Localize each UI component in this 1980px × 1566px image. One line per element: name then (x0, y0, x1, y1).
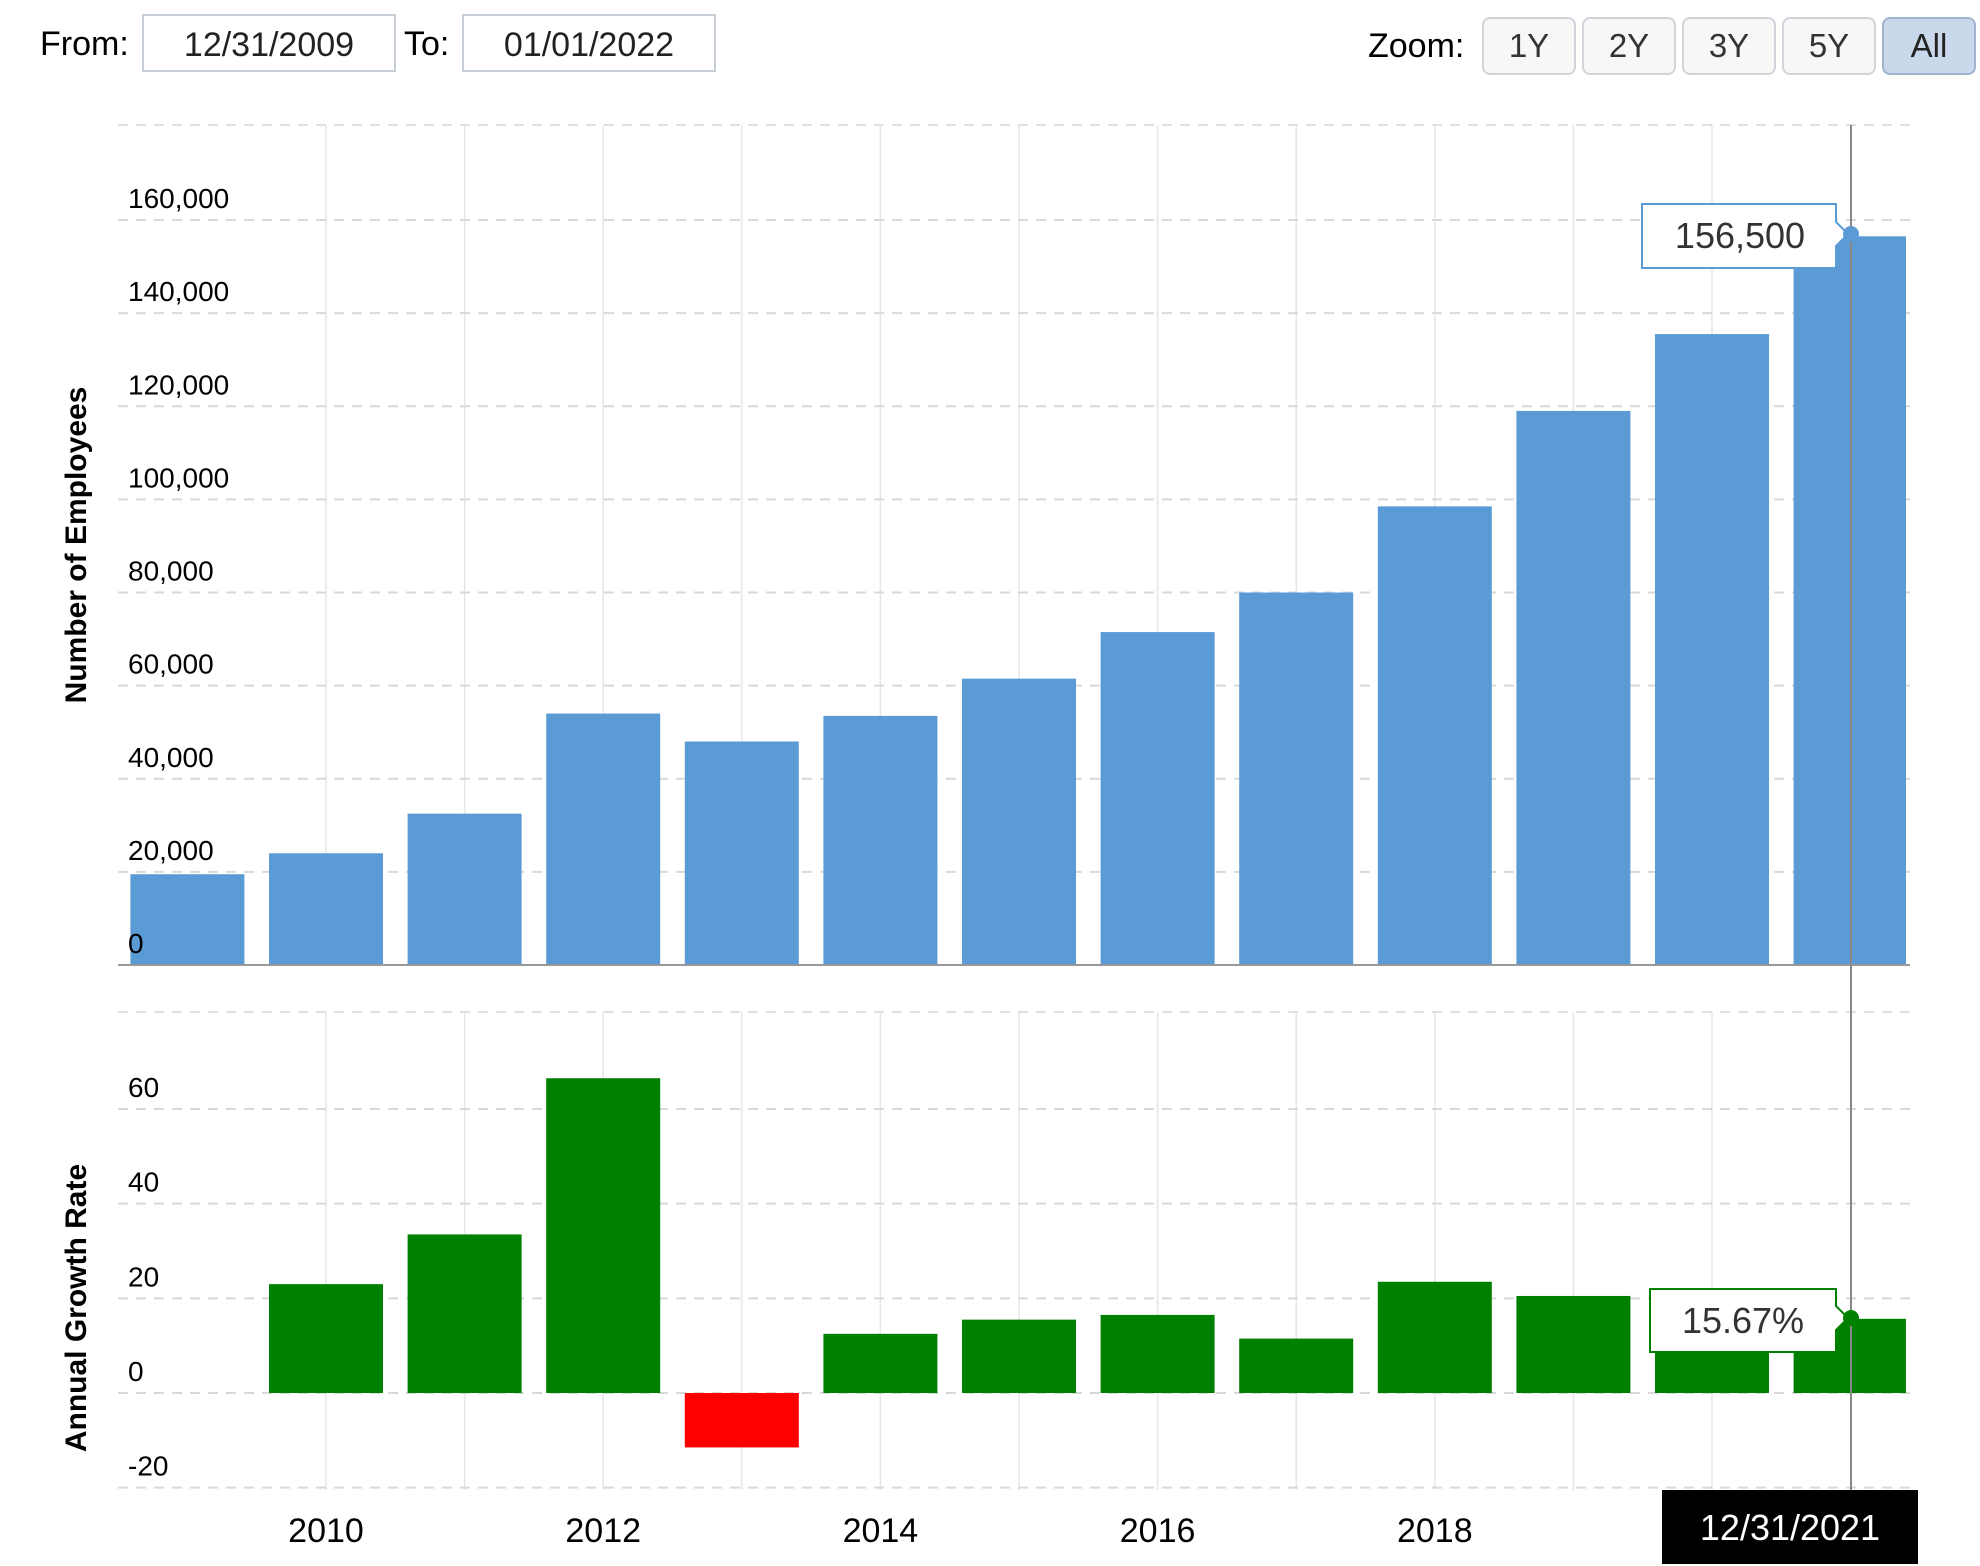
date-badge: 12/31/2021 (1662, 1490, 1918, 1564)
employees-point-marker (1843, 226, 1859, 242)
growth-gridlines (118, 1011, 1910, 1489)
growth-bar (407, 1234, 522, 1393)
growth-y-axis: -20 0 20 40 60 (128, 1072, 168, 1482)
x-tick-label: 2016 (1120, 1512, 1196, 1550)
x-axis: 2010 2012 2014 2016 2018 (288, 1512, 1472, 1550)
employees-bar (823, 715, 938, 965)
to-label: To: (404, 25, 450, 63)
y-tick-label: -20 (128, 1451, 168, 1482)
y-tick-label: 120,000 (128, 369, 229, 400)
zoom-label: Zoom: (1368, 27, 1465, 65)
growth-bar (1100, 1314, 1215, 1393)
y-tick-label: 20,000 (128, 835, 214, 866)
y-tick-label: 100,000 (128, 462, 229, 493)
x-tick-label: 2010 (288, 1512, 364, 1550)
employees-bar (684, 741, 799, 965)
growth-bar (546, 1078, 661, 1393)
y-tick-label: 140,000 (128, 276, 229, 307)
zoom-1y-button[interactable]: 1Y (1482, 17, 1576, 75)
y-tick-label: 60,000 (128, 649, 214, 680)
employees-tooltip: 156,500 (1641, 203, 1859, 269)
growth-bars (269, 1078, 1906, 1448)
employees-bar (546, 713, 661, 965)
growth-tooltip: 15.67% (1649, 1288, 1859, 1353)
y-tick-label: 40,000 (128, 742, 214, 773)
from-date-input[interactable]: 12/31/2009 (142, 14, 396, 72)
x-tick-label: 2014 (843, 1512, 919, 1550)
range-selector: From: 12/31/2009 To: 01/01/2022 Zoom: 1Y… (0, 0, 1980, 100)
employees-bar (1239, 592, 1354, 965)
date-badge-text: 12/31/2021 (1700, 1507, 1880, 1548)
to-date-input[interactable]: 01/01/2022 (462, 14, 716, 72)
y-tick-label: 40 (128, 1167, 159, 1198)
employees-bar (1655, 334, 1769, 965)
employees-tooltip-value: 156,500 (1675, 215, 1805, 256)
employees-bar (1516, 410, 1631, 965)
zoom-5y-button[interactable]: 5Y (1782, 17, 1876, 75)
growth-bar (269, 1284, 383, 1393)
growth-bar (1377, 1281, 1492, 1393)
employees-y-axis: 0 20,000 40,000 60,000 80,000 100,000 120,000 1… (128, 183, 229, 959)
growth-bar (823, 1333, 938, 1393)
growth-point-marker (1843, 1310, 1859, 1326)
employees-bar (130, 874, 245, 965)
zoom-all-button[interactable]: All (1882, 17, 1976, 75)
y-tick-label: 0 (128, 928, 144, 959)
employees-bar (1100, 632, 1215, 965)
zoom-2y-button[interactable]: 2Y (1582, 17, 1676, 75)
y-tick-label: 60 (128, 1072, 159, 1103)
employees-bar (407, 813, 522, 965)
y-tick-label: 20 (128, 1261, 159, 1292)
growth-bar (1239, 1338, 1354, 1393)
growth-bar (1516, 1295, 1631, 1393)
x-tick-label: 2018 (1397, 1512, 1473, 1550)
growth-bar (684, 1393, 799, 1448)
employees-bar (269, 853, 383, 965)
employees-bar (1793, 236, 1906, 965)
zoom-3y-button[interactable]: 3Y (1682, 17, 1776, 75)
growth-axis-title: Annual Growth Rate (60, 1164, 93, 1452)
employees-bars (118, 236, 1910, 966)
growth-bar (962, 1319, 1076, 1393)
employees-axis-title: Number of Employees (60, 387, 93, 704)
y-tick-label: 0 (128, 1356, 144, 1387)
y-tick-label: 160,000 (128, 183, 229, 214)
y-tick-label: 80,000 (128, 556, 214, 587)
employees-bar (1377, 506, 1492, 965)
employees-bar (962, 678, 1076, 965)
growth-tooltip-value: 15.67% (1682, 1300, 1804, 1341)
x-tick-label: 2012 (565, 1512, 641, 1550)
from-label: From: (40, 25, 129, 63)
